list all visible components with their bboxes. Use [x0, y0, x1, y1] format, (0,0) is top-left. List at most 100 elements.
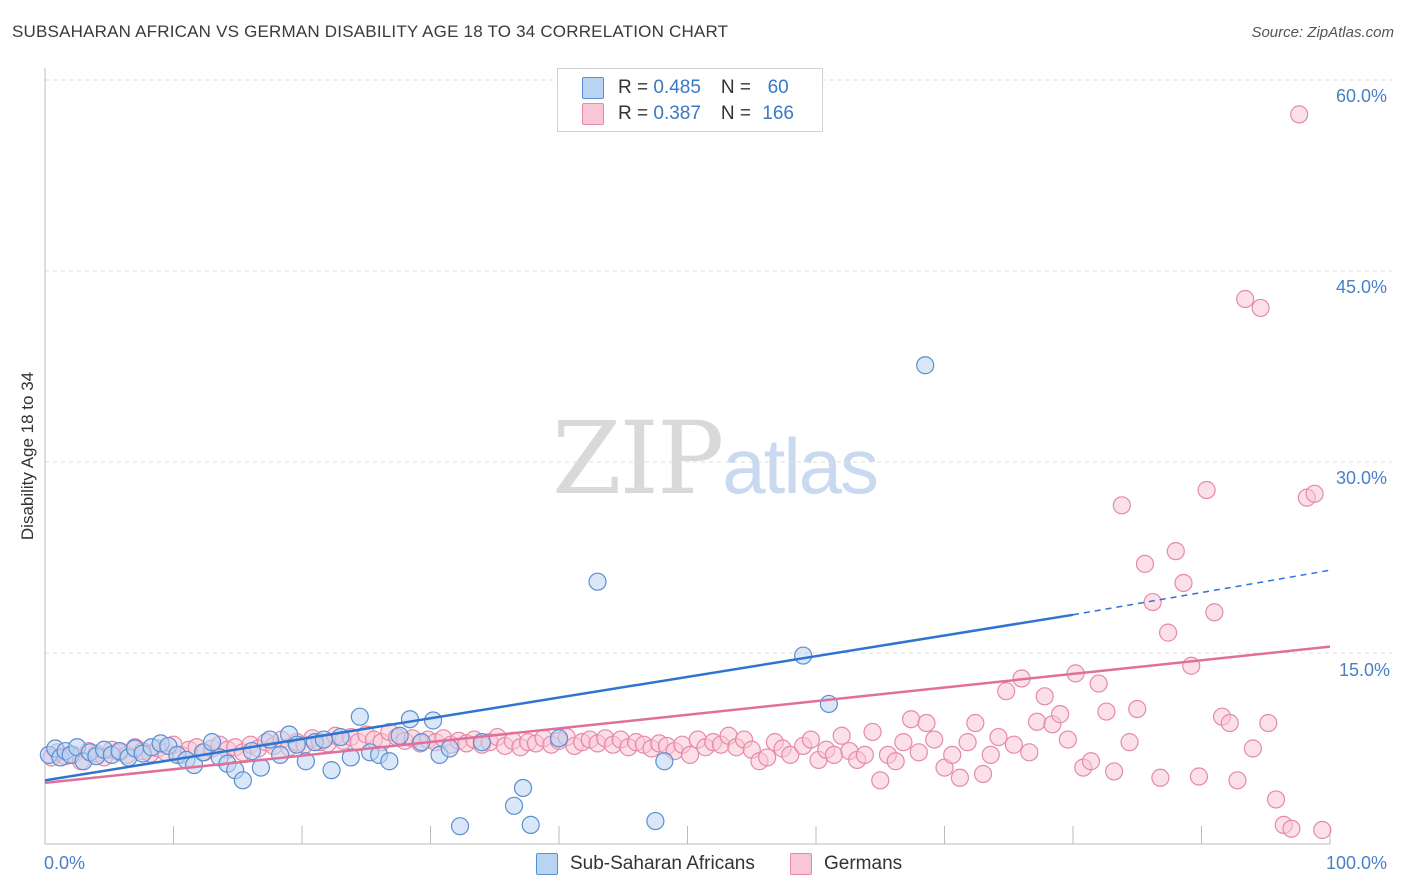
germans-point-152	[1220, 713, 1239, 733]
germans-point-141	[1135, 554, 1155, 573]
germans-point-107	[871, 771, 890, 790]
germans-point-144	[1158, 623, 1178, 642]
germans-point-157	[1259, 713, 1278, 733]
x-tick-label-min: 0.0%	[44, 853, 86, 873]
subsaharan-point-33	[296, 752, 315, 771]
legend-row-germans: R = 0.387 N = 166	[582, 101, 794, 127]
germans-point-148	[1189, 767, 1209, 786]
subsaharan-point-36	[322, 761, 341, 780]
germans-point-136	[1097, 702, 1116, 721]
y-tick-label-60: 60.0%	[1336, 86, 1388, 106]
germans-point-117	[950, 768, 970, 787]
germans-point-101	[824, 745, 844, 764]
germans-point-155	[1243, 739, 1263, 758]
germans-point-134	[1081, 752, 1101, 771]
subsaharan-point-52	[513, 778, 533, 798]
subsaharan-point-58	[794, 646, 813, 665]
y-tick-label-45: 45.0%	[1336, 277, 1388, 297]
germans-point-158	[1266, 790, 1286, 809]
subsaharan-point-43	[390, 726, 409, 745]
germans-point-119	[966, 713, 985, 733]
germans-point-154	[1236, 289, 1255, 309]
germans-point-146	[1174, 573, 1193, 593]
subsaharan-point-55	[549, 729, 569, 748]
subsaharan-point-49	[450, 817, 470, 836]
germans-point-143	[1151, 768, 1170, 787]
legend-r-value: 0.485	[653, 77, 701, 98]
germans-point-113	[917, 713, 936, 733]
subsaharan-point-39	[350, 707, 369, 726]
germans-point-98	[801, 730, 820, 749]
series-legend-subsaharan: Sub-Saharan Africans	[536, 851, 755, 877]
legend-swatch-germans	[582, 103, 604, 125]
legend-n-label: N =	[720, 77, 757, 98]
germans-point-138	[1112, 496, 1131, 515]
stats-legend: R = 0.485 N = 60 R = 0.387 N = 166	[557, 68, 823, 132]
subsaharan-trend-line	[44, 613, 1074, 782]
germans-point-83	[680, 745, 700, 764]
germans-point-124	[1004, 735, 1023, 754]
germans-point-122	[989, 727, 1008, 747]
germans-point-145	[1166, 542, 1185, 561]
germans-point-137	[1105, 762, 1124, 781]
series-label-subsaharan: Sub-Saharan Africans	[570, 853, 755, 874]
germans-point-139	[1120, 733, 1139, 752]
y-tick-label-15: 15.0%	[1339, 660, 1391, 680]
subsaharan-point-57	[655, 752, 674, 771]
subsaharan-trend-extension	[1072, 569, 1331, 616]
legend-r-label: R =	[618, 103, 654, 124]
germans-trend-line	[44, 645, 1331, 785]
germans-point-126	[1020, 743, 1039, 762]
germans-point-112	[909, 743, 928, 762]
subsaharan-point-26	[233, 771, 252, 790]
legend-swatch-subsaharan	[582, 77, 604, 99]
watermark-atlas: atlas	[722, 422, 879, 510]
germans-point-140	[1128, 699, 1147, 719]
legend-r-value: 0.387	[653, 103, 701, 124]
x-tick-label-max: 100.0%	[1326, 853, 1388, 873]
subsaharan-point-30	[271, 745, 290, 764]
germans-point-110	[894, 733, 913, 752]
subsaharan-point-56	[646, 811, 665, 831]
subsaharan-point-44	[400, 710, 420, 729]
source-note: Source: ZipAtlas.com	[1251, 24, 1394, 41]
subsaharan-point-48	[440, 739, 459, 758]
germans-point-96	[781, 745, 800, 764]
subsaharan-point-38	[341, 748, 360, 767]
germans-point-164	[1313, 820, 1332, 840]
germans-point-135	[1089, 674, 1108, 693]
legend-r-label: R =	[618, 77, 654, 98]
watermark-zip: ZIP	[552, 400, 724, 517]
germans-point-114	[925, 730, 944, 749]
germans-point-106	[863, 722, 882, 742]
legend-n-label: N =	[720, 103, 757, 124]
subsaharan-point-22	[202, 733, 222, 752]
germans-point-150	[1205, 603, 1224, 622]
germans-point-153	[1228, 771, 1247, 790]
germans-point-111	[901, 710, 921, 729]
y-axis-label: Disability Age 18 to 34	[18, 371, 37, 541]
germans-point-105	[855, 745, 874, 764]
subsaharan-point-54	[588, 572, 607, 591]
series-label-germans: Germans	[824, 853, 903, 874]
chart-title: SUBSAHARAN AFRICAN VS GERMAN DISABILITY …	[12, 22, 729, 41]
germans-point-120	[973, 764, 993, 784]
legend-n-value: 166	[762, 103, 794, 124]
germans-point-142	[1143, 592, 1162, 612]
germans-point-102	[832, 726, 851, 745]
germans-point-123	[997, 682, 1016, 701]
watermark: ZIPatlas	[552, 400, 879, 517]
germans-point-121	[981, 745, 1000, 764]
legend-n-value: 60	[762, 77, 789, 98]
series-legend-germans: Germans	[790, 851, 902, 877]
germans-point-161	[1290, 105, 1309, 124]
subsaharan-point-60	[916, 356, 935, 375]
y-tick-label-30: 30.0%	[1336, 468, 1388, 488]
series-swatch-subsaharan	[536, 853, 558, 875]
germans-point-93	[758, 748, 777, 767]
series-swatch-germans	[790, 853, 812, 875]
germans-point-118	[958, 733, 977, 752]
germans-point-149	[1197, 480, 1216, 500]
germans-point-127	[1027, 712, 1047, 731]
